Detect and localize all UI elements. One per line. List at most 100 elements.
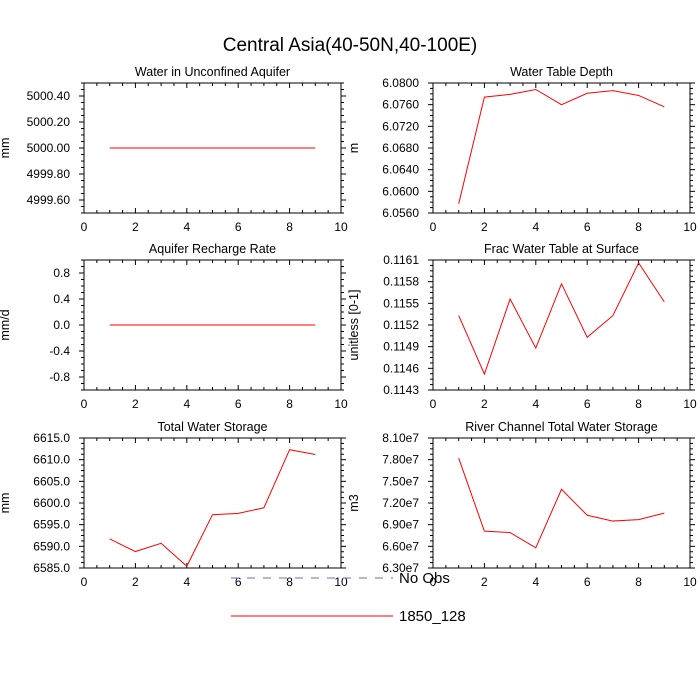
y-axis-label: m3 <box>347 494 361 511</box>
y-tick-label: 6.60e7 <box>382 539 419 553</box>
x-tick-label: 6 <box>584 397 591 411</box>
y-tick-label: 0.1158 <box>383 275 419 289</box>
y-tick-label: 0.1149 <box>383 340 419 354</box>
panel-title: Aquifer Recharge Rate <box>149 242 276 256</box>
plot-frame <box>432 437 691 569</box>
x-tick-label: 4 <box>183 397 190 411</box>
panel-title: Water Table Depth <box>510 65 613 79</box>
y-tick-label: 6605.0 <box>33 474 70 488</box>
x-tick-label: 0 <box>430 397 437 411</box>
x-tick-label: 10 <box>334 575 348 589</box>
panel-5: Total Water Storage 0 2 4 6 8 10 6585.0 6590.0 65… <box>0 420 348 589</box>
x-tick-label: 6 <box>235 575 242 589</box>
x-tick-label: 0 <box>81 397 88 411</box>
y-tick-label: 0.4 <box>53 292 70 306</box>
x-tick-label: 10 <box>683 397 697 411</box>
y-tick-label: 6585.0 <box>33 561 70 575</box>
y-axis-label: unitless [0-1] <box>347 290 361 361</box>
figure-title: Central Asia(40-50N,40-100E) <box>223 35 478 56</box>
y-tick-label: 6.0560 <box>382 206 419 220</box>
plot-frame <box>83 437 342 569</box>
y-tick-label: 7.80e7 <box>382 453 419 467</box>
y-tick-label: 7.50e7 <box>382 474 419 488</box>
y-tick-label: 6.90e7 <box>382 518 419 532</box>
x-tick-label: 8 <box>635 575 642 589</box>
x-tick-label: 10 <box>683 220 697 234</box>
series-line-1850-128 <box>109 449 316 568</box>
y-axis-label: mm <box>0 493 12 514</box>
panels-group: Water in Unconfined Aquifer 0 2 4 6 8 10 4999.6… <box>0 65 697 589</box>
y-tick-label: 6.0680 <box>382 141 419 155</box>
x-tick-label: 2 <box>481 397 488 411</box>
y-tick-label: 5000.00 <box>27 141 71 155</box>
series-line-1850-128 <box>458 88 665 204</box>
x-tick-label: 2 <box>132 575 139 589</box>
y-tick-label: -0.4 <box>49 344 70 358</box>
y-tick-label: 6610.0 <box>33 453 70 467</box>
panel-title: Frac Water Table at Surface <box>484 242 639 256</box>
y-tick-label: 5000.40 <box>27 89 71 103</box>
x-tick-label: 2 <box>132 397 139 411</box>
y-tick-label: 6615.0 <box>33 431 70 445</box>
y-tick-label: 6.0720 <box>382 119 419 133</box>
plot-frame <box>432 259 691 391</box>
x-tick-label: 4 <box>532 397 539 411</box>
panel-3: Aquifer Recharge Rate 0 2 4 6 8 10 -0.8 -0.4 0.0 0… <box>0 242 348 411</box>
series-line-1850-128 <box>458 261 665 376</box>
y-tick-label: 6600.0 <box>33 496 70 510</box>
y-tick-label: 7.20e7 <box>382 496 419 510</box>
series-line-1850-128 <box>458 458 665 549</box>
x-tick-label: 4 <box>183 575 190 589</box>
legend: No Obs 1850_128 <box>231 570 466 625</box>
legend-item: 1850_128 <box>231 608 466 625</box>
x-tick-label: 8 <box>635 397 642 411</box>
y-tick-label: 4999.80 <box>27 167 71 181</box>
y-tick-label: 6.0760 <box>382 98 419 112</box>
x-tick-label: 10 <box>334 220 348 234</box>
panel-title: Total Water Storage <box>157 420 267 434</box>
y-tick-label: 8.10e7 <box>382 431 419 445</box>
x-tick-label: 4 <box>532 575 539 589</box>
x-tick-label: 8 <box>635 220 642 234</box>
y-tick-label: 0.1155 <box>383 296 419 310</box>
y-tick-label: 6595.0 <box>33 518 70 532</box>
y-tick-label: 4999.60 <box>27 193 71 207</box>
x-tick-label: 6 <box>235 397 242 411</box>
x-tick-label: 0 <box>430 575 437 589</box>
x-tick-label: 0 <box>81 220 88 234</box>
x-tick-label: 8 <box>286 220 293 234</box>
y-tick-label: 0.0 <box>53 318 70 332</box>
x-tick-label: 2 <box>132 220 139 234</box>
y-tick-label: 0.1152 <box>383 318 419 332</box>
x-tick-label: 6 <box>584 220 591 234</box>
x-tick-label: 8 <box>286 575 293 589</box>
x-tick-label: 2 <box>481 575 488 589</box>
x-tick-label: 6 <box>584 575 591 589</box>
x-tick-label: 4 <box>183 220 190 234</box>
x-tick-label: 4 <box>532 220 539 234</box>
panel-2: Water Table Depth 0 2 4 6 8 10 6.0560 6.0600 6.06… <box>347 65 697 234</box>
y-tick-label: 0.1161 <box>383 253 419 267</box>
y-tick-label: 5000.20 <box>27 115 71 129</box>
y-axis-label: m <box>347 143 361 153</box>
y-tick-label: 6.30e7 <box>382 561 419 575</box>
x-tick-label: 10 <box>334 397 348 411</box>
legend-label: 1850_128 <box>399 608 466 625</box>
y-axis-label: mm <box>0 138 12 159</box>
plot-frame <box>432 82 691 214</box>
y-tick-label: 6.0600 <box>382 184 419 198</box>
y-tick-label: 6.0640 <box>382 163 419 177</box>
legend-label: No Obs <box>399 570 450 587</box>
panel-6: River Channel Total Water Storage 0 2 4 6 8 10… <box>347 420 697 589</box>
panel-title: Water in Unconfined Aquifer <box>135 65 290 79</box>
y-axis-label: mm/d <box>0 309 12 340</box>
y-tick-label: 6590.0 <box>33 539 70 553</box>
x-tick-label: 0 <box>430 220 437 234</box>
y-tick-label: 0.8 <box>53 266 70 280</box>
x-tick-label: 0 <box>81 575 88 589</box>
panel-title: River Channel Total Water Storage <box>465 420 658 434</box>
x-tick-label: 8 <box>286 397 293 411</box>
y-tick-label: -0.8 <box>49 370 70 384</box>
y-tick-label: 0.1146 <box>383 361 419 375</box>
